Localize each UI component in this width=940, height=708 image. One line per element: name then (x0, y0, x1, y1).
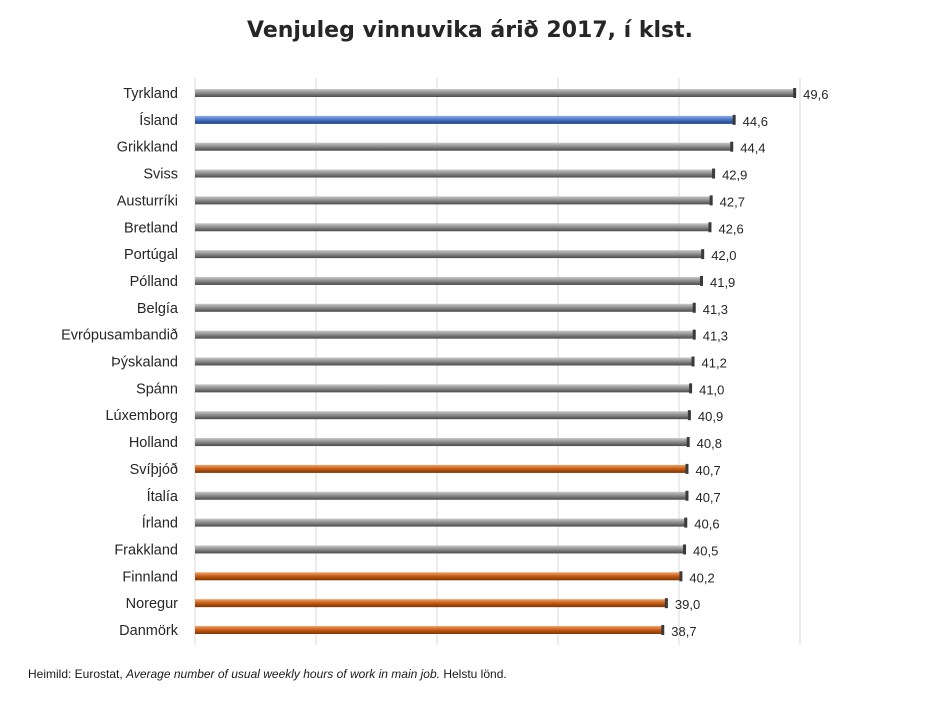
bar-end-cap (708, 222, 712, 233)
bar-end-cap (689, 383, 693, 394)
value-label: 38,7 (671, 624, 696, 639)
value-label: 40,8 (697, 436, 722, 451)
category-label: Finnland (122, 569, 178, 585)
bar-other (195, 518, 687, 527)
bar-end-cap (664, 598, 668, 609)
bar-end-cap (709, 195, 713, 206)
bar-end-cap (730, 141, 734, 152)
bar-other (195, 276, 702, 285)
bar-end-cap (685, 490, 689, 501)
chart-title: Venjuleg vinnuvika árið 2017, í klst. (247, 18, 693, 43)
bar-other (195, 169, 715, 178)
value-label: 39,0 (675, 597, 700, 612)
bar-end-cap (679, 571, 683, 582)
bar-end-cap (793, 88, 797, 98)
bar-end-cap (685, 463, 689, 474)
bar-other (195, 223, 711, 232)
category-label: Austurríki (117, 193, 178, 209)
bar-end-cap (701, 249, 705, 260)
value-label: 40,2 (689, 570, 714, 585)
value-label: 40,6 (694, 517, 719, 532)
value-label: 40,7 (695, 490, 720, 505)
category-label: Frakkland (114, 542, 178, 558)
source-prefix: Heimild: Eurostat, (28, 667, 127, 681)
category-label: Ítalía (147, 488, 179, 505)
category-label: Holland (129, 435, 178, 451)
bar-iceland (195, 115, 735, 124)
value-label: 41,3 (703, 329, 728, 344)
bar-nordic (195, 599, 667, 608)
bar-nordic (195, 626, 664, 634)
bar-end-cap (712, 168, 716, 179)
value-label: 41,0 (699, 382, 724, 397)
category-label: Lúxemborg (105, 408, 178, 424)
bar-other (195, 438, 689, 447)
bar-end-cap (683, 544, 687, 555)
category-label: Grikkland (117, 140, 178, 156)
bar-end-cap (686, 437, 690, 448)
bar-other (195, 411, 690, 420)
bar-other (195, 357, 694, 366)
bar-other (195, 89, 796, 97)
value-label: 40,5 (693, 543, 718, 558)
category-label: Sviss (143, 167, 178, 183)
bar-other (195, 491, 688, 500)
bar-nordic (195, 572, 682, 581)
category-label: Belgía (137, 301, 179, 317)
value-label: 42,7 (720, 194, 745, 209)
bar-end-cap (661, 625, 665, 635)
category-label: Spánn (136, 381, 178, 397)
category-label: Danmörk (119, 623, 179, 639)
value-label: 42,0 (711, 248, 736, 263)
value-label: 42,6 (718, 221, 743, 236)
bar-end-cap (692, 329, 696, 340)
bar-other (195, 545, 686, 554)
bar-other (195, 330, 695, 339)
source-suffix: Helstu lönd. (440, 667, 507, 681)
value-label: 40,7 (695, 463, 720, 478)
value-label: 44,6 (743, 114, 768, 129)
category-label: Þýskaland (111, 355, 178, 371)
bar-end-cap (684, 517, 688, 528)
bar-other (195, 250, 704, 259)
value-label: 44,4 (740, 141, 765, 156)
category-label: Ísland (139, 112, 178, 129)
source-note: Heimild: Eurostat, Average number of usu… (28, 667, 507, 681)
value-label: 42,9 (722, 168, 747, 183)
source-title: Average number of usual weekly hours of … (126, 667, 440, 681)
category-label: Írland (142, 515, 178, 532)
category-label: Pólland (130, 274, 178, 290)
value-label: 41,3 (703, 302, 728, 317)
bar-other (195, 384, 692, 393)
bar-end-cap (732, 114, 736, 125)
category-label: Portúgal (124, 247, 178, 263)
value-label: 41,9 (710, 275, 735, 290)
value-label: 40,9 (698, 409, 723, 424)
bar-other (195, 196, 712, 205)
category-label: Tyrkland (123, 86, 178, 102)
bar-end-cap (692, 302, 696, 313)
category-label: Svíþjóð (130, 462, 178, 478)
category-label: Bretland (124, 220, 178, 236)
bar-other (195, 142, 733, 151)
bar-end-cap (691, 356, 695, 367)
category-label: Evrópusambandið (61, 328, 178, 344)
category-label: Noregur (126, 596, 179, 612)
value-label: 41,2 (702, 356, 727, 371)
bar-end-cap (687, 410, 691, 421)
bar-nordic (195, 464, 688, 473)
bar-end-cap (699, 275, 703, 286)
value-label: 49,6 (803, 87, 828, 102)
bar-other (195, 303, 695, 312)
